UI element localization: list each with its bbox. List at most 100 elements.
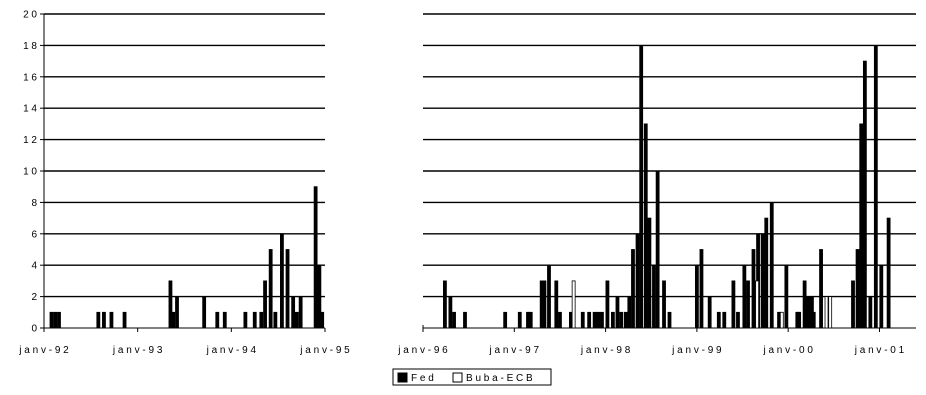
y-tick-label: 1 4 [23, 104, 37, 115]
bar-fed [742, 264, 747, 329]
bar-fed [647, 217, 652, 329]
bar-fed [294, 311, 299, 329]
bar-fed [463, 311, 467, 329]
bar-fed [280, 233, 284, 329]
bar-fed [175, 296, 179, 329]
bar-fed [760, 233, 765, 329]
y-tick-label: 8 [31, 198, 37, 209]
bar-fed [168, 280, 173, 329]
bar-fed [503, 311, 508, 329]
bar-fed [313, 186, 318, 329]
bar-fed [868, 296, 873, 329]
bar-fed [652, 264, 656, 329]
bar-fed [285, 249, 290, 329]
bar-fed [298, 296, 303, 329]
bar-buba-ecb [779, 311, 784, 329]
bar-fed [592, 311, 597, 329]
x-tick-label: j a n v - 0 0 [762, 345, 813, 356]
y-tick-label: 2 0 [23, 10, 37, 21]
bar-fed [667, 311, 672, 329]
bar-fed [819, 249, 823, 329]
y-tick-label: 4 [31, 261, 37, 272]
bar-fed [623, 311, 628, 329]
y-tick-label: 1 2 [23, 135, 37, 146]
bar-fed [851, 280, 855, 329]
bar-fed [547, 264, 551, 329]
y-tick-label: 1 8 [23, 41, 37, 52]
bar-fed [252, 311, 257, 329]
bar-fed [53, 311, 58, 329]
bar-fed [855, 249, 860, 329]
bar-fed [517, 311, 522, 329]
legend-swatch-fed [397, 372, 408, 383]
bar-fed [122, 311, 127, 329]
x-tick-label: j a n v - 9 9 [671, 345, 722, 356]
bar-fed [600, 311, 604, 329]
bar-fed [291, 296, 296, 329]
bar-fed [707, 296, 712, 329]
x-tick-label: j a n v - 9 4 [206, 345, 257, 356]
bar-fed [558, 311, 562, 329]
bar-fed [699, 249, 704, 329]
bar-fed [627, 296, 632, 329]
bar-fed [580, 311, 585, 329]
bar-fed [662, 280, 666, 329]
legend-label-fed: F e d [411, 373, 434, 384]
bar-fed [448, 296, 453, 329]
y-tick-label: 1 6 [23, 72, 37, 83]
bar-fed [639, 45, 644, 329]
bar-fed [202, 296, 207, 329]
bar-fed [769, 201, 774, 329]
bar-fed [215, 311, 220, 329]
bar-fed [542, 280, 547, 329]
legend-box [392, 368, 552, 386]
bar-fed [862, 60, 867, 329]
legend-swatch-buba-ecb [452, 372, 463, 383]
bar-fed [57, 311, 61, 329]
bar-fed [605, 280, 610, 329]
bar-fed [873, 45, 878, 329]
bar-fed [268, 249, 273, 329]
x-tick-label: j a n v - 9 6 [397, 345, 448, 356]
bar-fed [443, 280, 447, 329]
bar-fed [694, 264, 699, 329]
bar-fed [802, 280, 807, 329]
y-tick-label: 6 [31, 229, 37, 240]
bar-fed [554, 280, 559, 329]
y-tick-label: 2 [31, 292, 37, 303]
bar-fed [102, 311, 106, 329]
bar-fed [596, 311, 601, 329]
bar-fed [259, 311, 264, 329]
bar-fed [587, 311, 592, 329]
bar-fed [643, 123, 648, 329]
x-tick-label: j a n v - 9 2 [18, 345, 69, 356]
x-tick-label: j a n v - 9 8 [580, 345, 631, 356]
bar-fed [811, 311, 816, 329]
y-tick-label: 1 0 [23, 167, 37, 178]
bar-fed [635, 233, 640, 329]
bar-fed [784, 264, 789, 329]
bar-fed [109, 311, 114, 329]
x-tick-label: j a n v - 9 5 [299, 345, 350, 356]
bar-fed [722, 311, 727, 329]
bar-fed [615, 296, 620, 329]
y-tick-label: 0 [31, 324, 37, 335]
bar-fed [222, 311, 227, 329]
bar-fed [731, 280, 736, 329]
bar-fed [610, 311, 615, 329]
x-tick-label: j a n v - 9 7 [489, 345, 540, 356]
bar-fed [879, 264, 884, 329]
bar-fed [797, 311, 802, 329]
bar-buba-ecb [571, 280, 576, 329]
bar-fed [452, 311, 456, 329]
bar-buba-ecb [824, 296, 829, 329]
bar-buba-ecb [828, 296, 833, 329]
bar-fed [528, 311, 533, 329]
bar-fed [273, 311, 278, 329]
x-tick-label: j a n v - 0 1 [854, 345, 905, 356]
bar-fed [716, 311, 721, 329]
bar-fed [96, 311, 101, 329]
bar-buba-ecb [755, 280, 760, 329]
